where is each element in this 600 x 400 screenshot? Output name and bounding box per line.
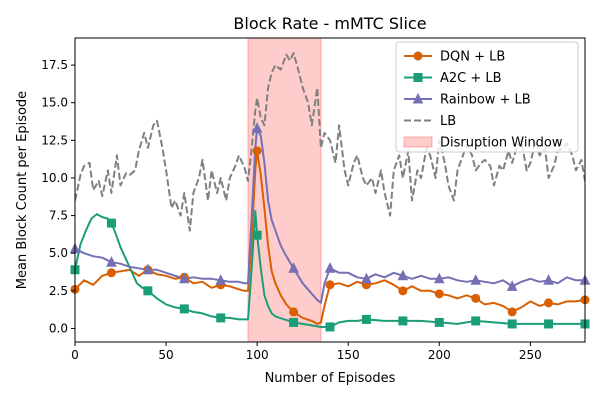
data-marker [433, 272, 445, 284]
data-marker [179, 304, 189, 314]
legend-box [395, 41, 579, 153]
data-marker [252, 230, 262, 240]
data-marker [143, 286, 153, 296]
x-tick-label: 200 [428, 348, 451, 362]
legend-marker [412, 92, 424, 104]
data-marker [252, 146, 262, 156]
y-tick-label: 15.0 [41, 96, 68, 110]
data-marker [106, 218, 116, 228]
data-marker [398, 316, 408, 326]
data-marker [398, 286, 408, 296]
x-tick-label: 50 [158, 348, 173, 362]
y-axis-label: Mean Block Count per Episode [15, 91, 30, 289]
data-marker [289, 317, 299, 327]
legend-marker [413, 73, 423, 82]
data-marker [471, 316, 481, 326]
y-tick-label: 5.0 [49, 246, 68, 260]
y-tick-label: 10.0 [41, 171, 68, 185]
data-marker [106, 268, 116, 278]
legend-entry: A2C + LB [404, 71, 502, 86]
x-tick-label: 250 [519, 348, 542, 362]
legend-patch-swatch [403, 136, 433, 148]
disruption-window-band [247, 37, 322, 343]
data-marker [215, 274, 227, 285]
series-line-a2c-lb [75, 210, 585, 328]
data-marker [216, 313, 226, 323]
data-marker [178, 272, 190, 284]
x-axis-label: Number of Episodes [265, 371, 396, 386]
x-tick-label: 0 [71, 348, 79, 362]
legend-label: DQN + LB [440, 50, 505, 65]
series-line-rainbow-lb [75, 127, 585, 304]
data-marker [324, 262, 336, 273]
y-tick-label: 0.0 [49, 321, 68, 335]
x-tick-label: 100 [246, 348, 269, 362]
data-marker [289, 307, 299, 317]
plot-area-frame [74, 37, 586, 343]
chart-title: Block Rate - mMTC Slice [233, 14, 426, 33]
data-marker [325, 280, 335, 290]
data-marker [544, 319, 554, 329]
data-marker [434, 317, 444, 327]
data-marker [544, 298, 554, 308]
series-line-lb [75, 52, 585, 232]
y-tick-label: 2.5 [49, 284, 68, 298]
y-tick-label: 17.5 [41, 58, 68, 72]
data-marker [325, 322, 335, 332]
series-line-dqn-lb [75, 149, 585, 325]
data-marker [434, 289, 444, 299]
y-tick-label: 12.5 [41, 133, 68, 147]
legend-entry: Disruption Window [403, 136, 563, 151]
data-marker [470, 274, 482, 285]
data-marker [251, 122, 263, 133]
data-marker [543, 274, 554, 285]
legend-label: Disruption Window [440, 136, 563, 151]
legend-entry: Rainbow + LB [404, 93, 531, 108]
data-marker [106, 256, 117, 267]
data-marker [361, 272, 372, 284]
data-marker [507, 319, 517, 329]
data-marker [142, 263, 154, 275]
data-marker [471, 293, 481, 303]
legend-marker [413, 51, 423, 61]
data-marker [361, 314, 371, 324]
x-tick-label: 150 [337, 348, 360, 362]
y-tick-label: 7.5 [49, 209, 68, 223]
legend-label: A2C + LB [440, 71, 502, 86]
legend-entry: LB [404, 114, 456, 129]
data-marker [288, 262, 299, 273]
legend-label: LB [440, 114, 456, 129]
data-marker [397, 269, 409, 281]
legend-entry: DQN + LB [404, 50, 505, 65]
legend: DQN + LB A2C + LB Rainbow + LB LB Disruption… [395, 41, 579, 153]
data-marker [507, 307, 517, 317]
data-marker [506, 280, 518, 291]
legend-label: Rainbow + LB [440, 93, 531, 108]
